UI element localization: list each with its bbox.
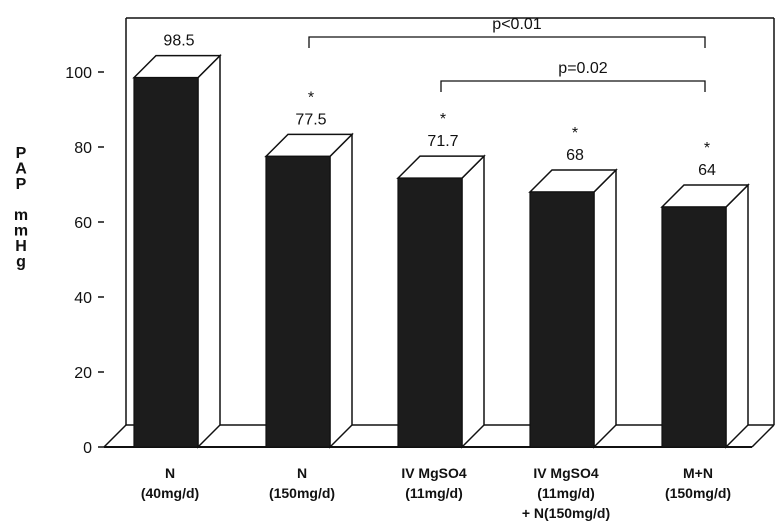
category-label: (40mg/d): [141, 485, 199, 501]
bar: 77.5 *: [264, 89, 354, 449]
y-tick-label: 0: [83, 440, 92, 457]
significance-bracket: p=0.02: [440, 60, 706, 92]
category-labels: N (40mg/d) N (150mg/d) IV MgSO4 (11mg/d) IV Mg…: [141, 465, 731, 521]
significance-asterisk: *: [704, 140, 710, 157]
y-tick-label: 40: [74, 290, 92, 307]
category-label: M+N: [683, 465, 713, 481]
y-tick-label: 20: [74, 365, 92, 382]
y-axis-ticks: 0 20 40 60 80 100: [65, 65, 104, 457]
y-axis-label-char: P: [16, 145, 27, 162]
category-label: IV MgSO4: [401, 465, 467, 481]
floor-right-edge: [751, 424, 775, 448]
y-tick-label: 80: [74, 140, 92, 157]
bar-front: [661, 206, 727, 448]
category-label: IV MgSO4: [533, 465, 599, 481]
p-value-label: p=0.02: [558, 60, 607, 77]
bar-front: [133, 77, 199, 448]
significance-asterisk: *: [440, 111, 446, 128]
y-axis-label-char: P: [16, 176, 27, 193]
bar-side: [329, 132, 353, 449]
y-axis-label-char: m: [14, 207, 28, 224]
significance-asterisk: *: [572, 125, 578, 142]
y-axis-label-char: H: [15, 238, 27, 255]
bar-side: [725, 183, 749, 449]
category-label: N: [165, 465, 175, 481]
significance-brackets: p<0.01 p=0.02: [308, 16, 706, 92]
y-tick-label: 100: [65, 65, 92, 82]
y-axis-label-char: A: [15, 161, 27, 178]
significance-asterisk: *: [308, 89, 314, 106]
bar-front: [265, 155, 331, 448]
bar-side: [197, 53, 221, 449]
y-axis-label-char: g: [16, 254, 26, 271]
category-label: (150mg/d): [269, 485, 335, 501]
y-tick-label: 60: [74, 215, 92, 232]
y-axis-label-char: m: [14, 223, 28, 240]
data-label: 71.7: [427, 133, 458, 150]
category-label: (11mg/d): [405, 485, 463, 501]
bar: 64 *: [660, 140, 750, 449]
p-value-label: p<0.01: [492, 16, 541, 33]
bracket-line: [308, 36, 706, 48]
category-label: N: [297, 465, 307, 481]
category-label: + N(150mg/d): [522, 505, 610, 521]
category-label: (11mg/d): [537, 485, 595, 501]
bar: 68 *: [528, 125, 618, 449]
bar-side: [593, 168, 617, 449]
bar-front: [529, 191, 595, 448]
floor-left-edge: [103, 424, 127, 448]
data-label: 98.5: [163, 33, 194, 50]
significance-bracket: p<0.01: [308, 16, 706, 48]
category-label: (150mg/d): [665, 485, 731, 501]
bars: 98.5 77.5 * 71.7 * 68 * 64 *: [132, 33, 750, 449]
data-label: 68: [566, 147, 584, 164]
bar-front: [397, 177, 463, 448]
bar: 98.5: [132, 33, 222, 449]
data-label: 64: [698, 162, 716, 179]
bar-side: [461, 154, 485, 449]
data-label: 77.5: [295, 111, 326, 128]
bar: 71.7 *: [396, 111, 486, 449]
bracket-line: [440, 80, 706, 92]
